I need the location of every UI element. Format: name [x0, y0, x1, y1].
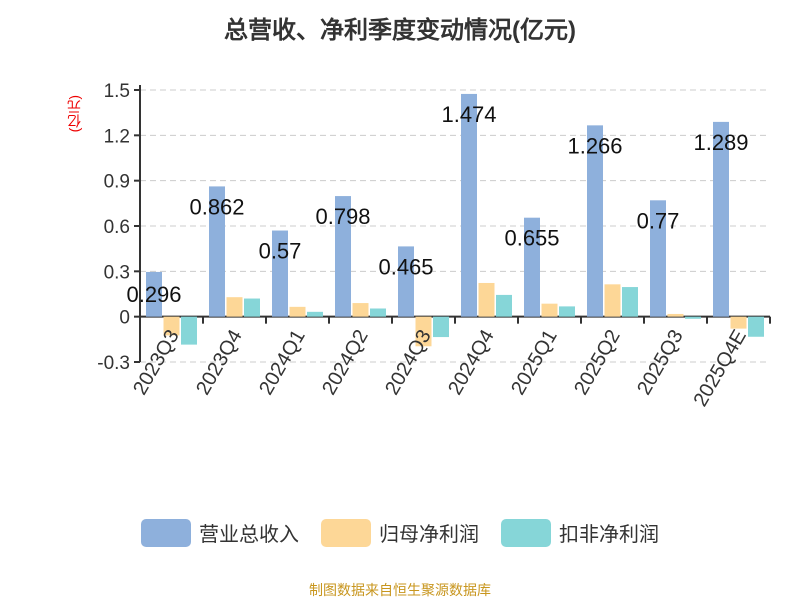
- chart-title: 总营收、净利季度变动情况(亿元): [224, 17, 576, 44]
- bar-1-2025Q1: [541, 303, 558, 317]
- bar-1-2025Q2: [604, 284, 621, 317]
- bar-0-2023Q4: [209, 186, 225, 317]
- legend-item[interactable]: 归母净利润: [321, 518, 479, 547]
- data-label: 0.465: [378, 254, 433, 279]
- bar-0-2023Q3: [146, 271, 162, 317]
- y-tick-label: 0.3: [104, 262, 130, 283]
- data-label: 0.77: [637, 208, 680, 233]
- bar-2-2024Q2: [370, 308, 386, 317]
- legend-item[interactable]: 营业总收入: [141, 518, 299, 547]
- data-label: 0.296: [126, 282, 181, 307]
- bar-0-2024Q3: [398, 246, 414, 317]
- y-tick-label: 0.6: [104, 217, 130, 238]
- bar-0-2025Q2: [587, 125, 603, 317]
- bar-1-2024Q4: [478, 282, 495, 317]
- y-tick-label: 1.5: [104, 81, 130, 102]
- data-label: 0.862: [189, 194, 244, 219]
- bar-1-2025Q4E: [730, 316, 747, 329]
- bar-1-2024Q1: [289, 306, 306, 317]
- y-tick-label: -0.3: [97, 353, 130, 374]
- bar-2-2025Q1: [559, 306, 575, 317]
- bar-0-2024Q2: [335, 196, 351, 317]
- y-tick-label: 1.2: [104, 126, 130, 147]
- bar-2-2023Q3: [181, 316, 197, 345]
- bar-2-2024Q4: [496, 294, 512, 317]
- data-label: 1.289: [693, 130, 748, 155]
- bar-1-2023Q3: [163, 316, 180, 336]
- bar-0-2025Q1: [524, 217, 540, 317]
- bar-2-2023Q4: [244, 298, 260, 317]
- legend-item[interactable]: 扣非净利润: [501, 518, 659, 547]
- legend-label: 归母净利润: [379, 524, 479, 546]
- bar-1-2023Q4: [226, 297, 243, 317]
- bar-0-2025Q4E: [713, 121, 729, 317]
- bar-1-2024Q3: [415, 316, 432, 347]
- legend-label: 扣非净利润: [559, 524, 659, 546]
- bar-1-2024Q2: [352, 303, 369, 317]
- bar-0-2024Q1: [272, 230, 288, 317]
- bar-1-2025Q3: [667, 313, 684, 317]
- x-tick-label: 2025Q4E: [690, 326, 751, 410]
- data-label: 0.57: [259, 239, 302, 264]
- data-label: 1.474: [441, 102, 496, 127]
- bar-2-2025Q3: [685, 316, 701, 319]
- x-tick-label: 2025Q2: [570, 326, 625, 399]
- data-label: 0.655: [504, 226, 559, 251]
- y-tick-label: 0: [119, 308, 130, 329]
- source-note: 制图数据来自恒生聚源数据库: [309, 582, 491, 598]
- data-label: 1.266: [567, 133, 622, 158]
- x-tick-label: 2024Q3: [381, 326, 436, 399]
- bar-2-2025Q2: [622, 287, 638, 317]
- bar-2-2025Q4E: [748, 316, 764, 337]
- bar-0-2024Q4: [461, 93, 477, 317]
- bar-0-2025Q3: [650, 200, 666, 317]
- data-label: 0.798: [315, 204, 370, 229]
- y-tick-label: 0.9: [104, 172, 130, 193]
- legend: 营业总收入 归母净利润 扣非净利润: [0, 518, 800, 547]
- bar-2-2024Q1: [307, 311, 323, 317]
- bar-2-2024Q3: [433, 316, 449, 338]
- legend-swatch: [141, 518, 191, 547]
- legend-label: 营业总收入: [199, 524, 299, 546]
- legend-swatch: [501, 518, 551, 547]
- legend-swatch: [321, 518, 371, 547]
